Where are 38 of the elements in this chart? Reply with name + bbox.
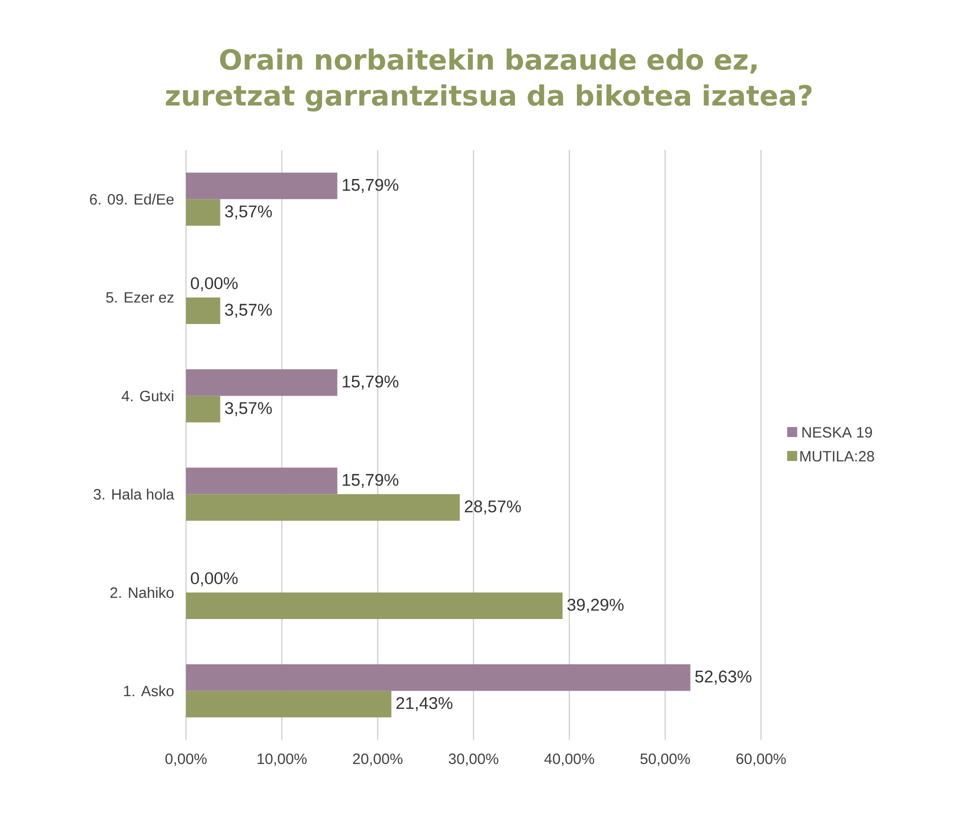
data-label: 15,79% <box>342 376 398 390</box>
x-tick-label: 40,00% <box>544 754 594 766</box>
data-label: 3,57% <box>225 402 272 416</box>
y-tick-label: 4. Gutxi <box>122 390 174 402</box>
bar <box>186 592 563 620</box>
bar <box>186 468 338 494</box>
y-tick-label: 6. 09. Ed/Ee <box>90 194 174 205</box>
x-tick-label: 60,00% <box>736 754 786 766</box>
y-tick-label: 1. Asko <box>124 685 174 696</box>
data-label: 52,63% <box>695 670 752 685</box>
bar <box>186 369 338 396</box>
bar <box>186 396 220 422</box>
bar <box>186 297 220 324</box>
data-label: 21,43% <box>396 697 452 712</box>
data-label: 15,79% <box>342 474 398 488</box>
x-tick-label: 50,00% <box>640 754 690 766</box>
bar <box>186 199 220 226</box>
y-tick-label: 2. Nahiko <box>110 586 174 598</box>
data-label: 0,00% <box>190 277 238 292</box>
data-label: 0,00% <box>190 572 238 586</box>
x-tick-label: 0,00% <box>165 754 207 766</box>
data-label: 3,57% <box>225 205 272 220</box>
x-tick-label: 10,00% <box>258 754 307 766</box>
data-label: 39,29% <box>567 598 624 613</box>
bar <box>186 664 690 691</box>
x-tick-label: 20,00% <box>353 754 402 766</box>
data-label: 28,57% <box>464 500 521 514</box>
y-tick-label: 3. Hala hola <box>94 488 174 500</box>
bar <box>186 172 338 200</box>
legend-label: MUTILA:28 <box>800 450 874 462</box>
data-label: 15,79% <box>342 178 398 193</box>
x-tick-label: 30,00% <box>448 754 498 766</box>
legend-label: NESKA 19 <box>802 427 872 438</box>
bar <box>186 690 392 718</box>
chart-title: Orain norbaitekin bazaude edo ez, zuretzat garrantzitsua da bikotea izatea? <box>166 48 812 112</box>
bar <box>186 494 460 521</box>
data-label: 3,57% <box>225 304 272 318</box>
y-tick-label: 5. Ezer ez <box>106 292 174 303</box>
